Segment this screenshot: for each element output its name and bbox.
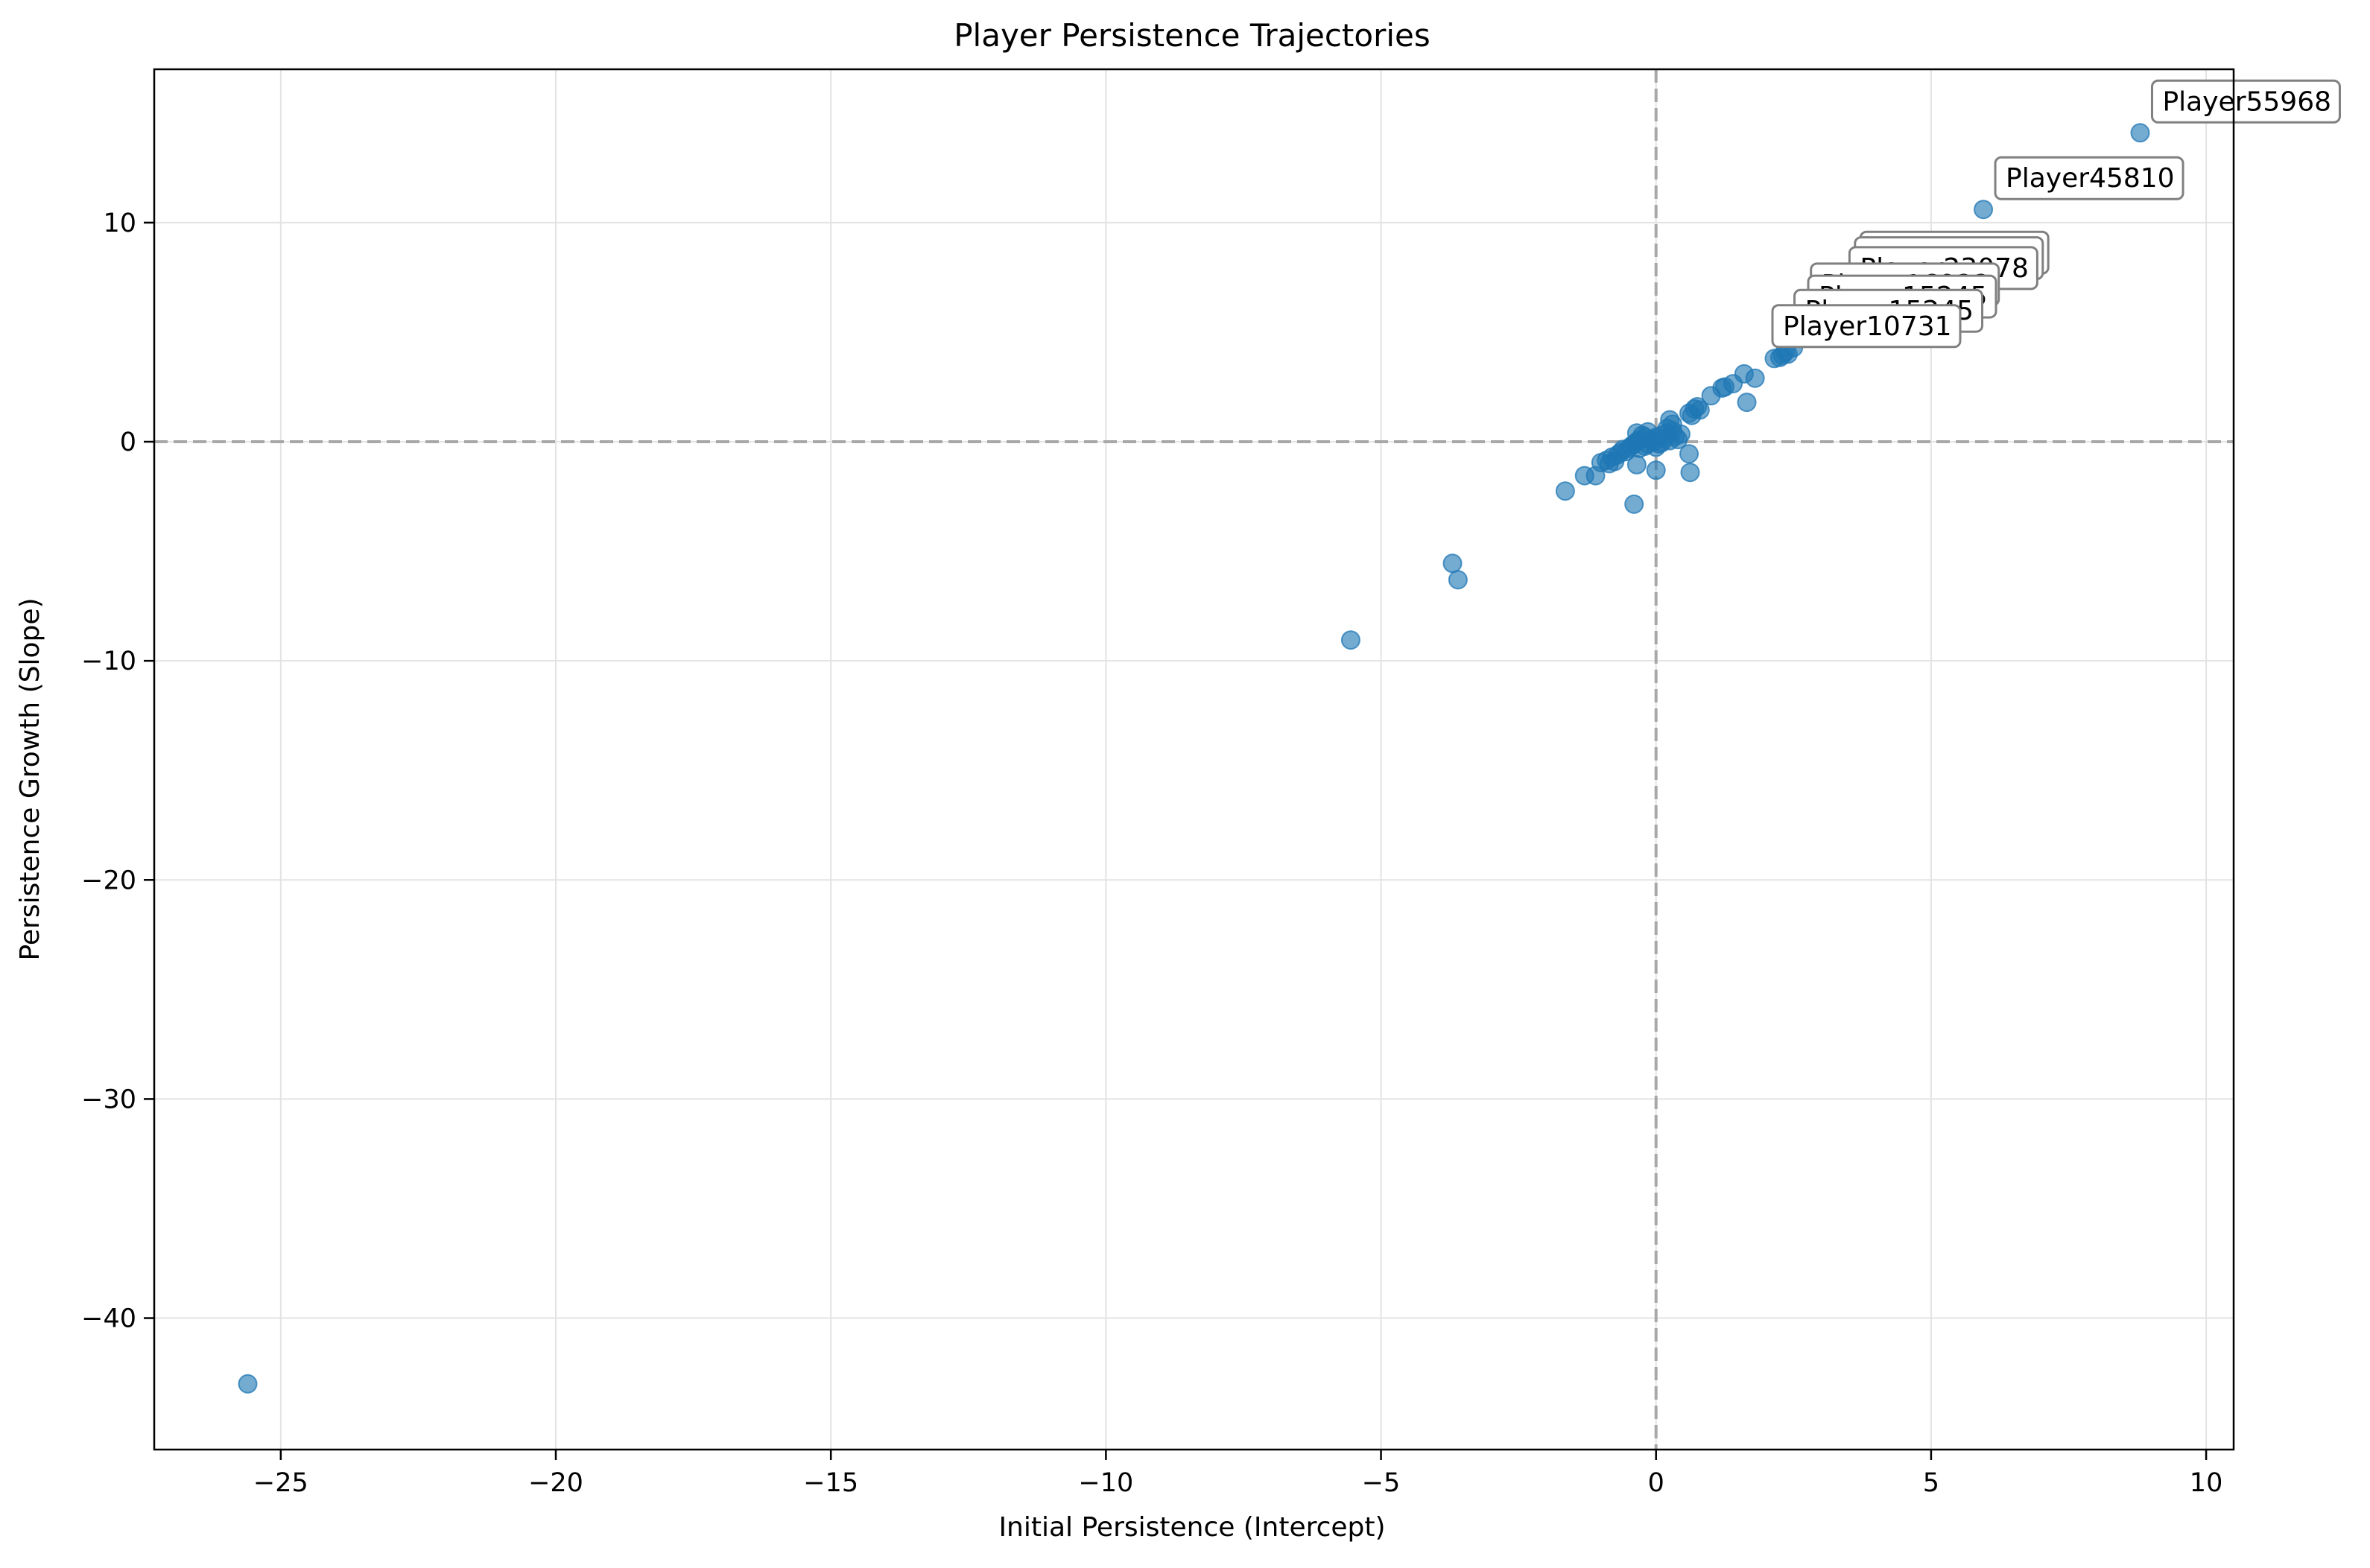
data-point xyxy=(1745,368,1765,388)
data-point xyxy=(1624,494,1644,514)
data-point xyxy=(1646,460,1666,480)
x-tick-label: −10 xyxy=(1078,1468,1133,1498)
annotation-box xyxy=(1994,156,2184,200)
data-point xyxy=(1448,570,1468,590)
annotation-label: Player10731 xyxy=(1783,311,1952,342)
y-tick-label: −30 xyxy=(81,1085,136,1114)
x-tick-label: −15 xyxy=(803,1468,858,1498)
x-tick-label: 10 xyxy=(2190,1468,2223,1498)
data-point xyxy=(238,1374,258,1394)
data-point xyxy=(1442,553,1463,574)
annotation-box xyxy=(1771,304,1962,349)
x-tick-label: 0 xyxy=(1648,1468,1664,1498)
annotation-box xyxy=(2150,79,2341,124)
data-point xyxy=(1737,393,1757,413)
point-annotation: Player10731 xyxy=(1771,304,1962,349)
x-tick-label: −25 xyxy=(253,1468,308,1498)
data-point xyxy=(1690,400,1710,420)
annotation-label: Player55968 xyxy=(2162,86,2331,117)
y-tick-label: −40 xyxy=(81,1304,136,1334)
annotation-label: Player45810 xyxy=(2006,163,2175,194)
y-tick-label: 0 xyxy=(120,428,136,457)
data-point xyxy=(1638,422,1658,442)
y-tick-label: −10 xyxy=(81,647,136,676)
data-point xyxy=(1340,630,1360,650)
data-point xyxy=(1679,444,1699,464)
x-tick-label: 5 xyxy=(1923,1468,1939,1498)
data-point xyxy=(1626,454,1647,474)
point-annotation: Player55968 xyxy=(2150,79,2341,124)
x-axis-label: Initial Persistence (Intercept) xyxy=(998,1512,1385,1543)
y-tick-label: −20 xyxy=(81,866,136,895)
data-point xyxy=(1555,481,1575,501)
data-point xyxy=(1974,200,1994,220)
data-point xyxy=(2130,123,2150,143)
x-tick-label: −5 xyxy=(1362,1468,1401,1498)
chart-title: Player Persistence Trajectories xyxy=(954,17,1430,54)
x-tick-label: −20 xyxy=(528,1468,583,1498)
y-axis-label: Persistence Growth (Slope) xyxy=(15,597,45,960)
plot-frame xyxy=(153,68,2235,1451)
point-annotation: Player45810 xyxy=(1994,156,2184,200)
data-point xyxy=(1680,463,1700,483)
data-point xyxy=(1657,419,1677,439)
y-tick-label: 10 xyxy=(103,209,136,238)
